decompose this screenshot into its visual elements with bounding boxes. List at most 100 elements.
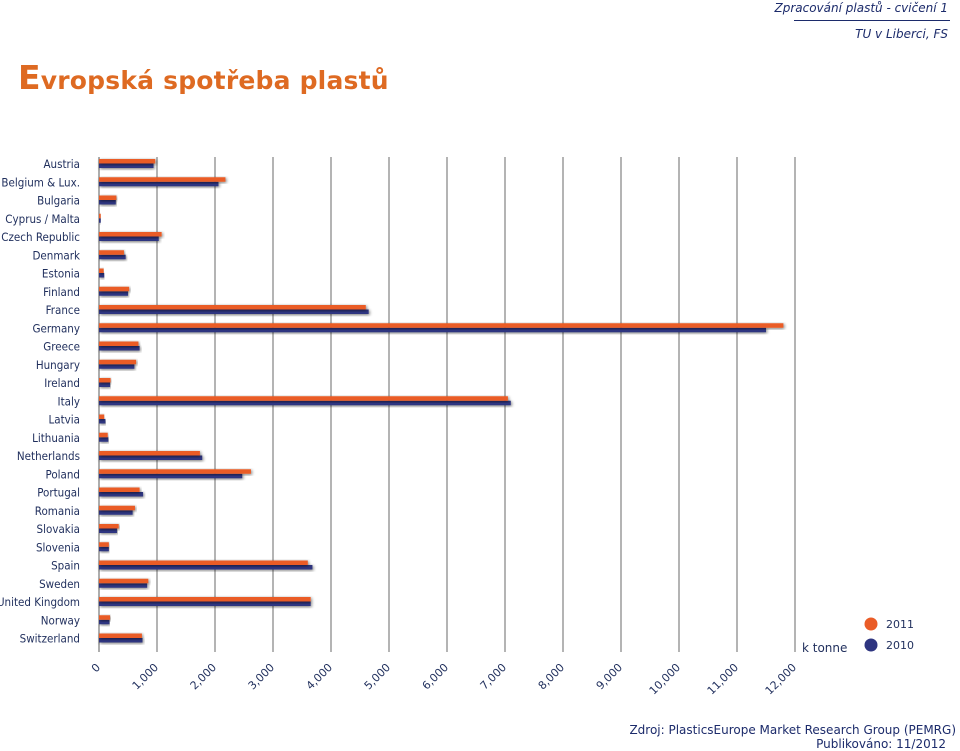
category-label: Lithuania [32,431,80,445]
bar-2010-slovenia [99,546,109,552]
page-title-first-letter: E [18,58,41,97]
bar-2011-switzerland [99,633,142,638]
category-label: Slovenia [36,540,80,554]
bar-2010-belgium-lux [99,181,219,187]
category-label: Czech Republic [1,230,80,244]
bar-2010-portugal [99,492,144,497]
bar-2010-cyprus-malta [99,218,101,223]
category-label: Greece [43,340,80,354]
category-label: Switzerland [20,632,80,646]
category-labels: Austria Belgium & Lux. Bulgaria Cyprus / Ma… [0,157,80,646]
bar-2010-poland [99,473,243,479]
bar-2011-czech-republic [99,232,162,237]
legend-label-2010: 2010 [886,639,914,652]
bar-2011-finland [99,286,130,292]
chart-bars [99,159,784,643]
category-label: Romania [35,504,80,518]
legend-label-2011: 2011 [886,618,914,631]
bar-2011-slovakia [99,524,119,529]
bar-2010-ireland [99,382,111,387]
legend-swatch-2010 [864,638,878,652]
x-tick-label: 9,000 [594,661,625,692]
category-label: Sweden [39,577,80,591]
header-divider [794,20,950,21]
category-label: Ireland [44,376,80,390]
bar-2011-romania [99,505,135,511]
published-note: Publikováno: 11/2012 [816,737,946,751]
bar-2011-belgium-lux [99,177,226,182]
bar-2010-sweden [99,583,148,588]
bar-2011-poland [99,469,251,474]
bar-2010-czech-republic [99,236,159,241]
category-label: Latvia [49,413,81,427]
x-tick-label: 10,000 [647,661,683,697]
bar-2010-germany [99,327,766,333]
bar-2011-cyprus-malta [99,213,101,219]
bar-2011-austria [99,159,156,164]
category-label: Portugal [37,486,80,500]
bar-2010-slovakia [99,528,117,533]
x-tick-label: 3,000 [246,661,277,692]
bar-2011-lithuania [99,432,108,438]
bar-2010-latvia [99,419,106,424]
bar-2010-austria [99,163,154,168]
category-label: Finland [43,285,80,299]
bar-2010-netherlands [99,455,203,460]
institution-header: TU v Liberci, FS [855,27,948,41]
bar-2010-estonia [99,273,105,278]
bar-2011-italy [99,396,508,401]
category-label: United Kingdom [0,595,80,609]
bar-2011-hungary [99,359,137,365]
bar-2011-germany [99,323,784,328]
bar-2010-greece [99,346,140,351]
bar-2011-united-kingdom [99,597,311,602]
category-label: Belgium & Lux. [1,175,80,189]
legend-swatch-2011 [864,617,878,631]
bar-2011-denmark [99,250,124,255]
bar-2011-norway [99,615,111,620]
bar-2011-slovenia [99,542,109,547]
category-label: Austria [43,157,80,171]
category-label: Germany [32,321,80,335]
category-label: Spain [51,559,80,573]
bar-2011-latvia [99,414,105,419]
category-label: France [46,303,80,317]
bar-2010-italy [99,400,511,406]
x-tick-label: 6,000 [420,661,451,692]
course-header: Zpracování plastů - cvičení 1 [774,1,948,15]
bar-2010-romania [99,510,133,515]
bar-2010-united-kingdom [99,601,311,606]
page-title-rest: vropská spotřeba plastů [40,66,389,95]
bar-2010-norway [99,619,110,625]
x-tick-label: 4,000 [304,661,335,692]
bar-2010-lithuania [99,437,109,442]
bar-2011-estonia [99,268,104,273]
bar-2011-portugal [99,487,140,492]
bar-2011-netherlands [99,451,200,456]
category-label: Estonia [42,267,80,281]
x-tick-label: 0 [89,661,103,675]
bar-2011-sweden [99,578,149,584]
category-label: Bulgaria [37,194,80,208]
bar-2010-bulgaria [99,200,116,205]
bar-2011-greece [99,341,139,346]
category-label: Poland [46,467,81,481]
category-label: Denmark [32,248,80,262]
bar-2011-france [99,305,366,310]
bar-2011-bulgaria [99,195,117,200]
x-tick-label: 8,000 [536,661,567,692]
bar-2010-finland [99,291,128,296]
category-label: Norway [41,613,80,627]
bar-2011-ireland [99,378,111,383]
x-tick-label: 11,000 [705,661,741,697]
chart-legend: 2011 2010 [864,617,914,652]
x-tick-label: 12,000 [763,661,799,697]
x-tick-label: 2,000 [188,661,219,692]
unit-label: k tonne [802,641,847,655]
source-note: Zdroj: PlasticsEurope Market Research Gr… [629,723,956,737]
bar-2010-france [99,309,369,314]
bar-2010-spain [99,565,313,570]
category-label: Netherlands [17,449,80,463]
category-label: Hungary [36,358,80,372]
